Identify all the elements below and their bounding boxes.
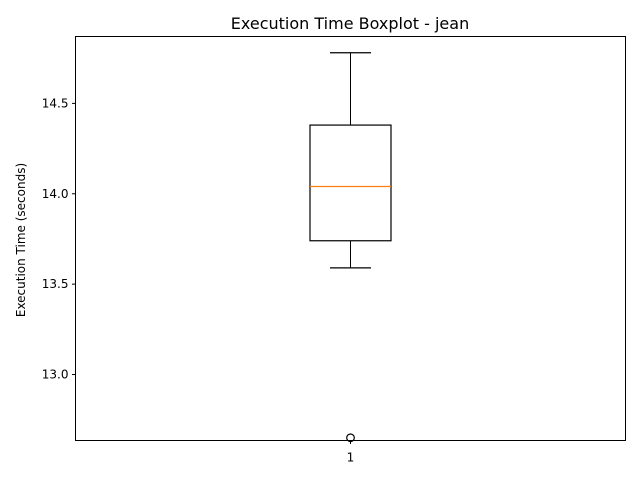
chart-marks: 13.0 13.5 14.0 14.5 1 [42,52,392,465]
y-tick-label: 14.0 [42,187,69,201]
y-axis-label: Execution Time (seconds) [14,163,28,317]
y-tick-label: 13.5 [42,277,69,291]
y-tick-label: 13.0 [42,368,69,382]
y-tick-label: 14.5 [42,96,69,110]
x-tick-label: 1 [347,451,355,465]
chart-title: Execution Time Boxplot - jean [231,14,469,33]
outlier-point [346,433,355,443]
box-iqr [309,124,392,242]
